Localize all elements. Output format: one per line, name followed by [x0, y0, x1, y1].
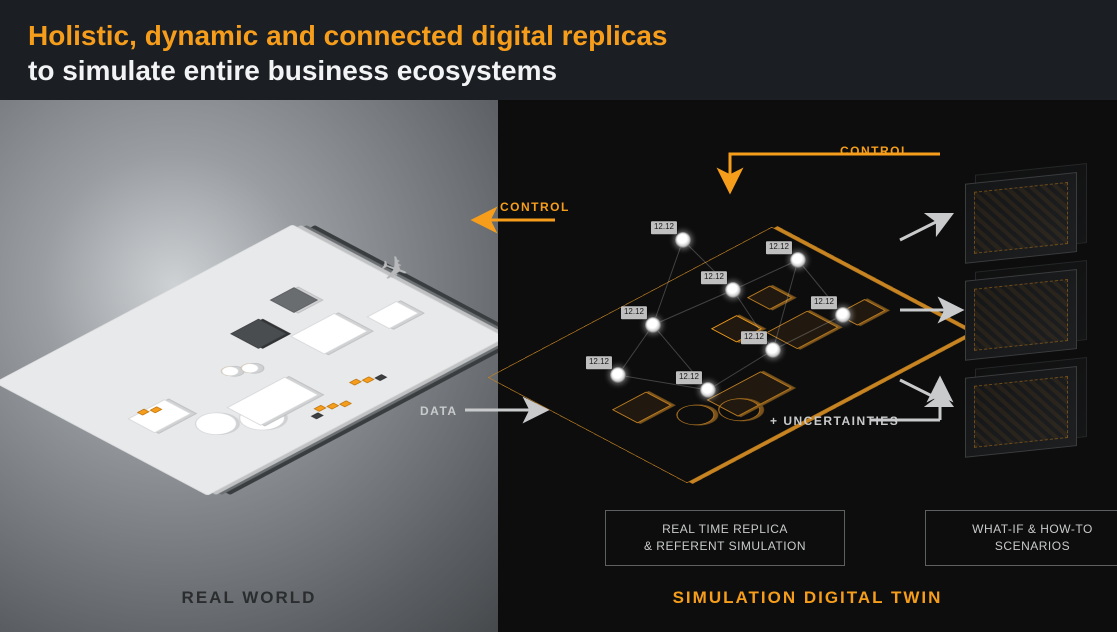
panel-right-footer: SIMULATION DIGITAL TWIN [498, 588, 1117, 608]
scenario-card [965, 172, 1075, 262]
scenario-card [965, 366, 1075, 456]
iso-slab [0, 225, 505, 495]
sensor-node [700, 382, 716, 398]
iso-slab-wire [488, 227, 972, 483]
sensor-node [725, 282, 741, 298]
sensor-node [790, 252, 806, 268]
panel-digital-twin: 12.12 12.12 12.12 12.12 12.12 12.12 12.12 12.12… [498, 100, 1117, 632]
header: Holistic, dynamic and connected digital … [0, 0, 1117, 100]
sensor-tag: 12.12 [811, 296, 837, 309]
sensor-node [835, 307, 851, 323]
page-title: Holistic, dynamic and connected digital … [28, 18, 1089, 88]
sensor-tag: 12.12 [621, 306, 647, 319]
sensor-tag: 12.12 [676, 371, 702, 384]
scenario-card [965, 269, 1075, 359]
sensor-tag: 12.12 [586, 356, 612, 369]
sensor-node [765, 342, 781, 358]
sensor-tag: 12.12 [651, 221, 677, 234]
panel-real-world: ✈ REAL WORLD [0, 100, 498, 632]
sensor-tag: 12.12 [766, 241, 792, 254]
sensor-tag: 12.12 [741, 331, 767, 344]
title-line-2: to simulate entire business ecosystems [28, 55, 557, 86]
panels: ✈ REAL WORLD 12.1212.1212.1212.1212.1212… [0, 100, 1117, 632]
sensor-node [645, 317, 661, 333]
sensor-tag: 12.12 [701, 271, 727, 284]
title-line-1: Holistic, dynamic and connected digital … [28, 20, 668, 51]
sensor-node [610, 367, 626, 383]
infographic-root: Holistic, dynamic and connected digital … [0, 0, 1117, 632]
sensor-node [675, 232, 691, 248]
panel-left-footer: REAL WORLD [0, 588, 498, 608]
